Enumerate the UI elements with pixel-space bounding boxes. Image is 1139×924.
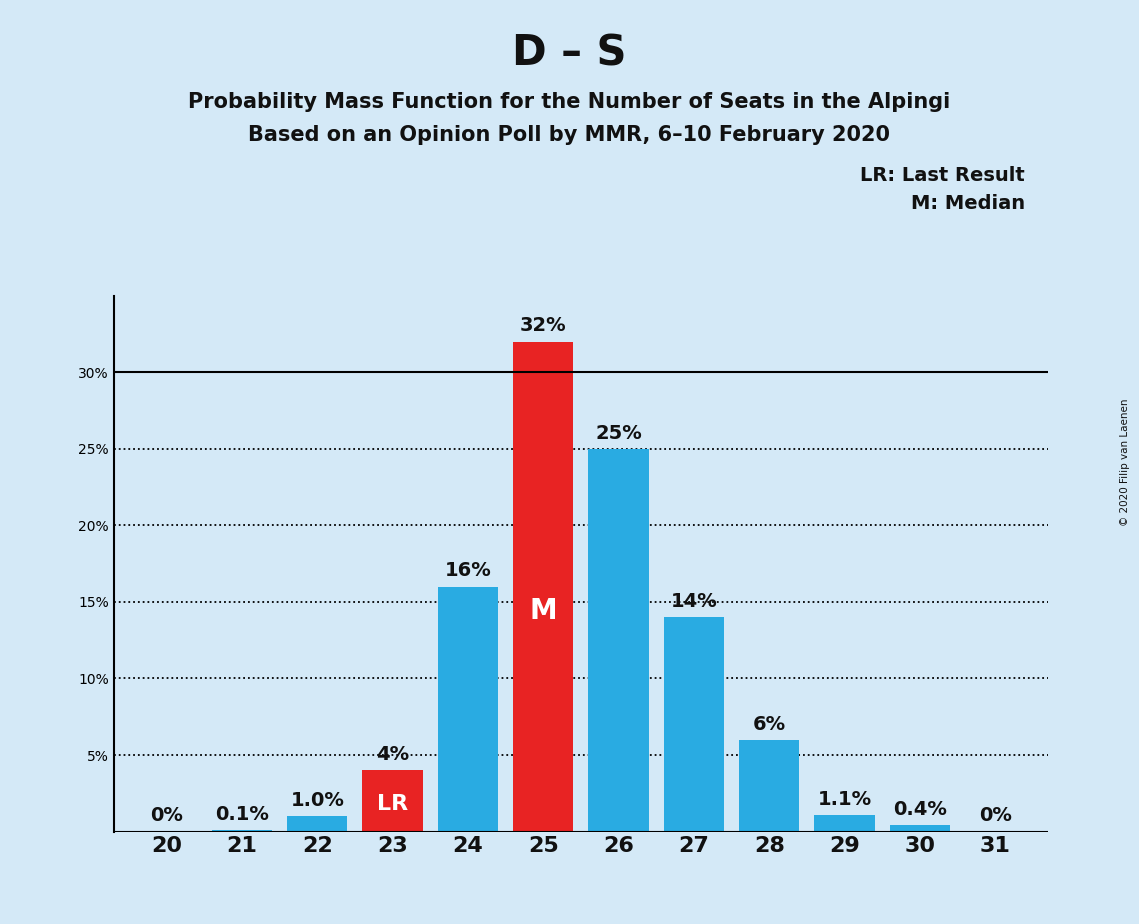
Text: 0.4%: 0.4% xyxy=(893,800,947,820)
Bar xyxy=(664,617,724,832)
Text: Probability Mass Function for the Number of Seats in the Alpingi: Probability Mass Function for the Number… xyxy=(188,92,951,113)
Text: 0.1%: 0.1% xyxy=(215,805,269,824)
Text: 1.1%: 1.1% xyxy=(818,790,871,808)
Bar xyxy=(513,342,573,832)
Bar xyxy=(739,740,800,832)
Text: D – S: D – S xyxy=(513,32,626,74)
Text: 4%: 4% xyxy=(376,746,409,764)
Bar xyxy=(362,771,423,832)
Bar xyxy=(890,825,950,832)
Text: © 2020 Filip van Laenen: © 2020 Filip van Laenen xyxy=(1121,398,1130,526)
Text: 1.0%: 1.0% xyxy=(290,791,344,810)
Text: M: M xyxy=(530,597,557,626)
Text: LR: LR xyxy=(377,794,408,814)
Bar xyxy=(589,449,649,832)
Text: 14%: 14% xyxy=(671,592,718,611)
Text: LR: Last Result: LR: Last Result xyxy=(860,166,1025,186)
Text: Based on an Opinion Poll by MMR, 6–10 February 2020: Based on an Opinion Poll by MMR, 6–10 Fe… xyxy=(248,125,891,145)
Bar xyxy=(212,830,272,832)
Text: M: Median: M: Median xyxy=(911,194,1025,213)
Text: 32%: 32% xyxy=(519,317,566,335)
Text: 25%: 25% xyxy=(596,424,642,443)
Bar xyxy=(437,587,498,832)
Bar xyxy=(814,815,875,832)
Text: 0%: 0% xyxy=(978,807,1011,825)
Bar xyxy=(287,816,347,832)
Text: 6%: 6% xyxy=(753,714,786,734)
Text: 16%: 16% xyxy=(444,562,491,580)
Text: 0%: 0% xyxy=(150,807,183,825)
